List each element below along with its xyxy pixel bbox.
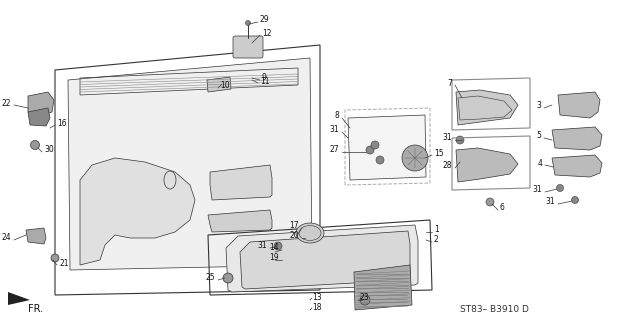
Text: 31: 31 (329, 125, 339, 134)
Text: 30: 30 (44, 146, 54, 155)
Circle shape (51, 254, 59, 262)
Text: 6: 6 (500, 204, 505, 212)
Text: 27: 27 (329, 146, 339, 155)
Polygon shape (208, 210, 272, 232)
Polygon shape (26, 228, 46, 244)
Text: 25: 25 (205, 274, 215, 283)
Circle shape (246, 20, 251, 26)
Polygon shape (210, 165, 272, 200)
Polygon shape (226, 225, 418, 292)
Circle shape (556, 185, 563, 191)
Ellipse shape (296, 223, 324, 243)
Circle shape (360, 295, 370, 305)
Text: 24: 24 (1, 234, 11, 243)
Circle shape (572, 196, 579, 204)
Text: 28: 28 (442, 162, 452, 171)
Text: 31: 31 (532, 186, 542, 195)
Circle shape (30, 140, 39, 149)
Circle shape (274, 242, 282, 250)
Text: 17: 17 (289, 221, 299, 230)
Text: 7: 7 (447, 78, 452, 87)
Circle shape (376, 156, 384, 164)
Text: 31: 31 (546, 197, 555, 206)
Text: 22: 22 (1, 99, 11, 108)
Polygon shape (68, 58, 312, 270)
Text: 8: 8 (334, 111, 339, 121)
Polygon shape (456, 148, 518, 182)
Polygon shape (348, 115, 426, 180)
Text: 20: 20 (289, 231, 299, 241)
Text: 1: 1 (434, 226, 439, 235)
Text: 23: 23 (360, 293, 370, 302)
Text: 14: 14 (270, 244, 279, 252)
Polygon shape (8, 292, 30, 305)
Circle shape (371, 141, 379, 149)
Circle shape (366, 146, 374, 154)
Polygon shape (28, 108, 50, 126)
Text: 12: 12 (262, 28, 272, 37)
Polygon shape (558, 92, 600, 118)
Text: 2: 2 (434, 236, 439, 244)
Text: 18: 18 (312, 303, 322, 313)
Text: 4: 4 (537, 158, 542, 167)
Polygon shape (354, 265, 412, 310)
Polygon shape (240, 231, 410, 289)
Circle shape (223, 273, 233, 283)
Polygon shape (456, 90, 518, 125)
Text: 10: 10 (220, 82, 230, 91)
Text: 19: 19 (270, 253, 279, 262)
Circle shape (486, 198, 494, 206)
Text: 13: 13 (312, 293, 322, 302)
Text: 29: 29 (260, 15, 270, 25)
Text: 15: 15 (434, 148, 444, 157)
Text: 11: 11 (260, 76, 270, 85)
Circle shape (456, 136, 464, 144)
Polygon shape (552, 127, 602, 150)
Text: 31: 31 (442, 133, 452, 142)
Circle shape (402, 145, 428, 171)
Polygon shape (28, 92, 54, 116)
Polygon shape (207, 77, 231, 92)
Text: 21: 21 (59, 259, 68, 268)
Text: FR.: FR. (28, 304, 43, 314)
Text: 31: 31 (258, 242, 267, 251)
Text: 9: 9 (262, 74, 267, 83)
Text: 3: 3 (536, 101, 541, 110)
Polygon shape (552, 155, 602, 177)
Polygon shape (80, 158, 195, 265)
Text: ST83– B3910 D: ST83– B3910 D (460, 305, 529, 314)
FancyBboxPatch shape (233, 36, 263, 58)
Text: 5: 5 (536, 132, 541, 140)
Text: 16: 16 (57, 118, 66, 127)
